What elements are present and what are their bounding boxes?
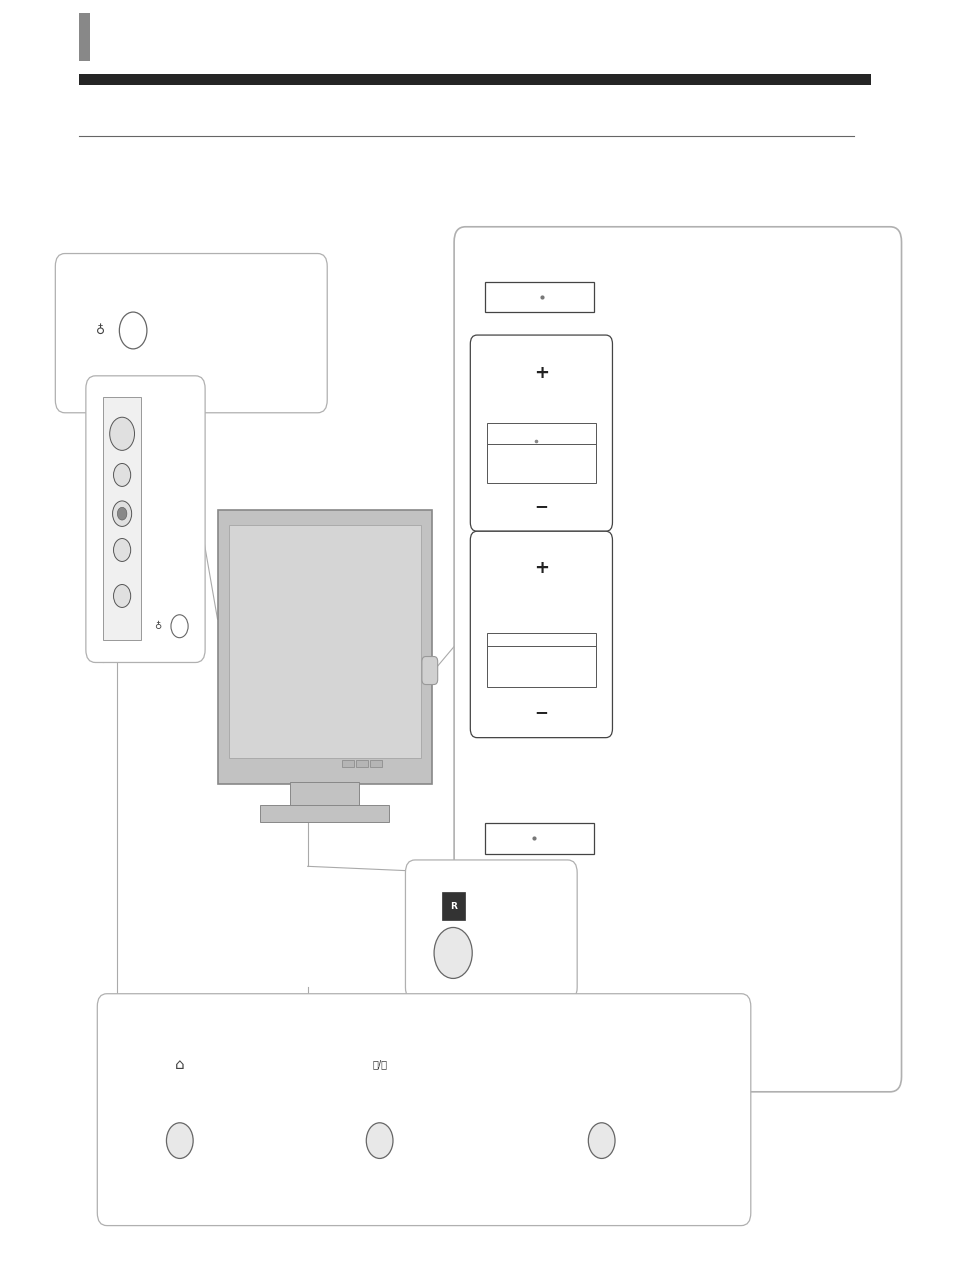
Bar — [486, 646, 596, 687]
FancyBboxPatch shape — [470, 335, 612, 531]
Bar — [484, 282, 594, 312]
Circle shape — [113, 539, 131, 562]
FancyBboxPatch shape — [405, 860, 577, 1000]
Text: ⏻/⏼: ⏻/⏼ — [372, 1059, 387, 1069]
Circle shape — [110, 418, 134, 451]
Bar — [103, 397, 141, 640]
Bar — [79, 74, 870, 85]
Bar — [290, 782, 358, 806]
Text: ♁: ♁ — [153, 622, 161, 631]
Text: +: + — [534, 363, 548, 381]
Circle shape — [434, 927, 472, 978]
Bar — [486, 633, 596, 669]
Bar — [342, 761, 354, 767]
Circle shape — [366, 1122, 393, 1158]
Circle shape — [166, 1122, 193, 1158]
Text: ⌂: ⌂ — [174, 1056, 185, 1071]
Bar — [260, 805, 389, 822]
Bar — [441, 892, 464, 920]
Circle shape — [171, 615, 188, 638]
Bar — [229, 525, 420, 758]
Text: ♁: ♁ — [95, 324, 105, 338]
Circle shape — [117, 507, 127, 520]
FancyBboxPatch shape — [421, 656, 437, 684]
FancyBboxPatch shape — [55, 254, 327, 413]
Bar — [486, 423, 596, 459]
Bar — [217, 510, 432, 784]
FancyBboxPatch shape — [97, 994, 750, 1226]
Text: −: − — [534, 497, 548, 515]
FancyBboxPatch shape — [470, 531, 612, 738]
Circle shape — [112, 501, 132, 526]
Text: −: − — [534, 703, 548, 721]
FancyBboxPatch shape — [86, 376, 205, 662]
Bar — [79, 13, 90, 61]
Bar — [370, 761, 381, 767]
FancyBboxPatch shape — [454, 227, 901, 1092]
Text: R: R — [449, 902, 456, 911]
Text: +: + — [534, 559, 548, 577]
Bar — [484, 823, 594, 854]
Circle shape — [588, 1122, 615, 1158]
Bar — [486, 443, 596, 483]
Circle shape — [113, 585, 131, 608]
Circle shape — [113, 464, 131, 487]
Circle shape — [119, 312, 147, 349]
Bar — [355, 761, 368, 767]
